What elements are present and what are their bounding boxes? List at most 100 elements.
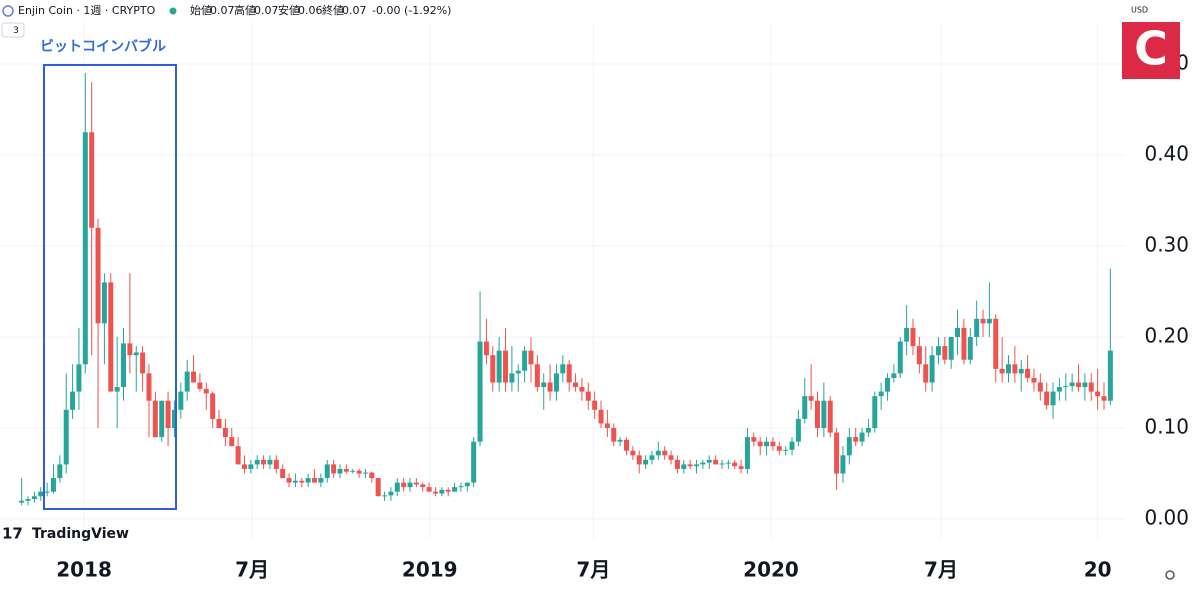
candle-body <box>751 437 757 442</box>
candle-body <box>528 350 534 365</box>
candle-body <box>974 318 980 337</box>
candle-body <box>273 459 279 469</box>
x-tick-label: 20 <box>1084 558 1112 582</box>
candle-body <box>203 388 209 394</box>
x-tick-label: 7月 <box>235 558 269 582</box>
candle-body <box>757 441 763 447</box>
candle-body <box>292 480 298 483</box>
candle-body <box>674 459 680 469</box>
candle-body <box>853 437 859 442</box>
candle-body <box>1063 386 1069 388</box>
brand: TradingView <box>32 526 129 542</box>
candle-body <box>165 400 171 428</box>
candle-body <box>305 478 311 483</box>
candle-body <box>222 428 228 438</box>
candle-body <box>560 364 566 374</box>
candle-body <box>910 327 916 347</box>
candle-body <box>1101 396 1107 401</box>
candle-body <box>541 382 547 388</box>
candle-body <box>420 484 426 488</box>
candle-body <box>764 441 770 447</box>
candle-body <box>923 364 929 383</box>
candle-body <box>1012 364 1018 374</box>
candle-body <box>649 455 655 460</box>
candle-body <box>515 370 521 374</box>
candle-body <box>897 341 903 374</box>
x-tick-label: 2018 <box>56 558 112 582</box>
candle-body <box>948 337 954 360</box>
candle-body <box>331 464 337 474</box>
candle-body <box>439 489 445 494</box>
coin-icon <box>2 5 14 17</box>
candle-body <box>611 428 617 442</box>
candle-body <box>63 409 69 465</box>
candle-body <box>413 482 419 485</box>
candle-body <box>935 346 941 356</box>
x-tick-label: 2019 <box>402 558 458 582</box>
candle-body <box>490 355 496 383</box>
candle-body <box>503 350 509 383</box>
candle-body <box>197 382 203 389</box>
candle-body <box>1031 377 1037 383</box>
candle-body <box>1076 382 1082 388</box>
candle-body <box>706 459 712 463</box>
candle-body <box>95 227 101 324</box>
y-tick-label: 0.00 <box>1144 506 1189 530</box>
candle-body <box>967 337 973 360</box>
candle-body <box>846 437 852 456</box>
candle-body <box>375 478 381 497</box>
candle-body <box>184 371 190 392</box>
candle-body <box>827 400 833 433</box>
candle-body <box>216 418 222 428</box>
candle-body <box>623 439 629 451</box>
candle-body <box>566 364 572 383</box>
candle-body <box>700 462 706 465</box>
candle-body <box>687 464 693 467</box>
candle-body <box>101 282 107 324</box>
candle-body <box>1037 382 1043 392</box>
candle-body <box>573 382 579 388</box>
candle-body <box>254 459 260 465</box>
y-tick-label: 0.20 <box>1144 324 1189 348</box>
candle-body <box>865 428 871 433</box>
candle-body <box>789 441 795 450</box>
candle-body <box>19 500 25 503</box>
candle-body <box>210 393 216 419</box>
candle-body <box>534 364 540 388</box>
candle-body <box>369 472 375 479</box>
candle-body <box>452 487 458 492</box>
candle-body <box>916 346 922 365</box>
candle-body <box>133 352 139 356</box>
candle-body <box>483 341 489 356</box>
candle-body <box>382 495 388 497</box>
candle-body <box>795 418 801 442</box>
candle-body <box>783 449 789 451</box>
candle-body <box>1088 382 1094 392</box>
candle-body <box>993 318 999 369</box>
candle-body <box>178 391 184 410</box>
candle-body <box>248 464 254 469</box>
candle-body <box>1005 364 1011 374</box>
candle-body <box>432 491 438 494</box>
candle-body <box>1044 391 1050 406</box>
candle-body <box>299 480 305 483</box>
indicator-count[interactable]: 3 <box>13 26 19 36</box>
candle-body <box>725 462 731 464</box>
candle-body <box>694 464 700 467</box>
candle-body <box>980 318 986 324</box>
y-tick-label: 0.30 <box>1144 233 1189 257</box>
candle-body <box>579 387 585 392</box>
settings-icon[interactable] <box>1165 570 1175 580</box>
candle-body <box>821 400 827 428</box>
candle-body <box>89 132 95 228</box>
site-logo <box>1122 22 1180 79</box>
candle-body <box>114 387 120 392</box>
candle-body <box>961 327 967 360</box>
candle-body <box>235 446 241 465</box>
candle-body <box>152 400 158 438</box>
indicator-badge[interactable] <box>1 22 25 38</box>
candle-body <box>25 498 31 501</box>
candle-body <box>802 396 808 419</box>
candle-body <box>522 350 528 371</box>
y-tick-label: 0.40 <box>1144 142 1189 166</box>
